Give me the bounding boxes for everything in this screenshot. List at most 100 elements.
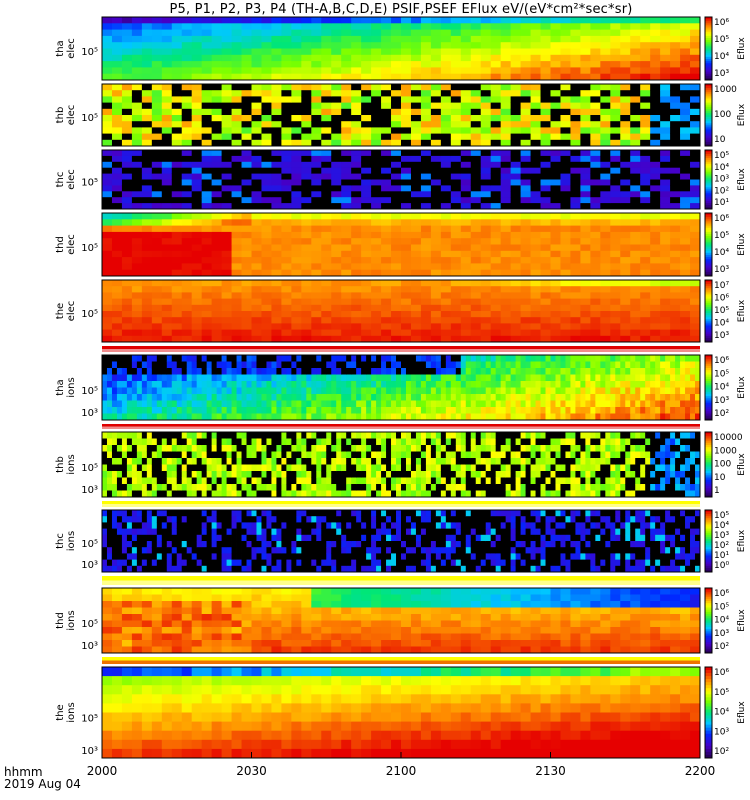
heatmap-cell	[450, 225, 462, 233]
heatmap-cell	[161, 115, 173, 122]
heatmap-cell	[361, 250, 372, 258]
heatmap-cell	[351, 445, 357, 452]
heatmap-cell	[201, 231, 213, 239]
heatmap-cell	[530, 102, 541, 110]
heatmap-cell	[321, 381, 327, 388]
heatmap-cell	[480, 197, 492, 204]
heatmap-cell	[480, 90, 492, 97]
heatmap-cell	[580, 323, 591, 330]
colorbar-swatch	[705, 94, 712, 97]
heatmap-cell	[321, 368, 327, 375]
heatmap-cell	[221, 61, 232, 68]
heatmap-cell	[231, 387, 237, 395]
heatmap-cell	[580, 304, 591, 312]
heatmap-cell	[420, 317, 432, 324]
heatmap-cell	[430, 155, 442, 163]
heatmap-cell	[480, 42, 492, 49]
heatmap-cell	[156, 355, 163, 362]
heatmap-cell	[321, 139, 332, 147]
heatmap-cell	[311, 54, 322, 62]
heatmap-cell	[181, 161, 193, 169]
heatmap-cell	[620, 133, 631, 141]
heatmap-cell	[171, 54, 183, 62]
heatmap-cell	[136, 361, 143, 369]
heatmap-cell	[276, 458, 282, 465]
colorbar-swatch	[705, 389, 712, 393]
heatmap-cell	[660, 368, 666, 375]
heatmap-cell	[570, 17, 581, 24]
heatmap-cell	[460, 203, 472, 210]
heatmap-cell	[231, 257, 242, 264]
heatmap-cell	[166, 464, 173, 472]
heatmap-cell	[515, 387, 521, 395]
heatmap-cell	[470, 84, 482, 91]
heatmap-cell	[171, 400, 178, 408]
heatmap-cell	[460, 292, 472, 299]
heatmap-cell	[585, 355, 591, 362]
heatmap-cell	[470, 355, 477, 362]
heatmap-cell	[226, 387, 232, 395]
heatmap-cell	[121, 335, 133, 343]
heatmap-cell	[600, 133, 611, 141]
heatmap-cell	[351, 173, 362, 180]
heatmap-cell	[201, 317, 213, 324]
heatmap-cell	[301, 490, 307, 498]
heatmap-cell	[410, 48, 422, 56]
heatmap-cell	[371, 484, 377, 491]
heatmap-cell	[241, 311, 252, 318]
heatmap-cell	[211, 133, 222, 141]
heatmap-cell	[510, 48, 521, 56]
heatmap-cell	[351, 42, 362, 49]
heatmap-cell	[286, 361, 292, 369]
heatmap-cell	[640, 115, 651, 122]
colorbar-swatch	[705, 361, 712, 365]
heatmap-cell	[550, 244, 561, 252]
heatmap-cell	[540, 335, 551, 343]
heatmap-cell	[410, 213, 422, 220]
heatmap-cell	[540, 17, 551, 24]
heatmap-cell	[660, 355, 666, 362]
heatmap-cell	[331, 394, 337, 401]
heatmap-cell	[620, 368, 626, 375]
heatmap-cell	[580, 298, 591, 306]
heatmap-cell	[540, 286, 551, 293]
heatmap-cell	[341, 42, 352, 49]
heatmap-cell	[256, 355, 262, 362]
heatmap-cell	[435, 413, 442, 421]
heatmap-cell	[490, 280, 502, 287]
heatmap-cell	[361, 167, 372, 174]
heatmap-cell	[126, 438, 133, 446]
heatmap-cell	[490, 35, 502, 43]
heatmap-cell	[226, 477, 232, 485]
heatmap-cell	[535, 407, 541, 414]
heatmap-cell	[430, 179, 442, 186]
heatmap-cell	[690, 250, 701, 258]
heatmap-cell	[371, 48, 382, 56]
heatmap-cell	[361, 394, 367, 401]
heatmap-cell	[500, 115, 512, 122]
heatmap-cell	[440, 387, 447, 395]
heatmap-cell	[405, 400, 412, 408]
heatmap-cell	[560, 203, 571, 210]
heatmap-cell	[211, 400, 218, 408]
colorbar-tick-label: 10⁶	[714, 294, 729, 304]
heatmap-cell	[630, 238, 641, 245]
heatmap-cell	[331, 225, 342, 233]
heatmap-cell	[131, 298, 143, 306]
heatmap-cell	[495, 361, 502, 369]
heatmap-cell	[420, 139, 432, 147]
heatmap-cell	[236, 381, 242, 388]
heatmap-cell	[151, 381, 158, 388]
heatmap-cell	[585, 400, 591, 408]
heatmap-cell	[276, 484, 282, 491]
heatmap-cell	[490, 413, 497, 421]
heatmap-cell	[450, 127, 462, 134]
heatmap-cell	[640, 173, 651, 180]
heatmap-cell	[111, 213, 123, 220]
heatmap-cell	[371, 432, 377, 439]
heatmap-cell	[221, 23, 232, 30]
heatmap-cell	[336, 477, 342, 485]
heatmap-cell	[510, 323, 521, 330]
heatmap-cell	[221, 286, 232, 293]
heatmap-cell	[346, 432, 352, 439]
